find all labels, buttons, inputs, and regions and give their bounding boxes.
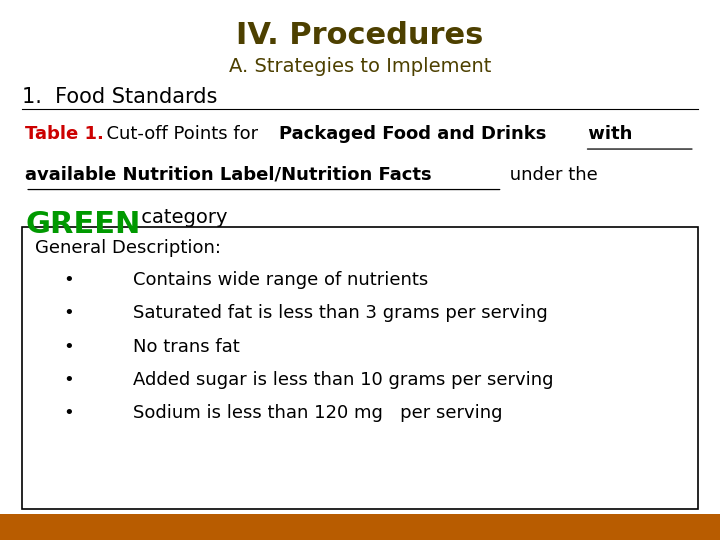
Text: under the: under the	[504, 166, 598, 184]
Text: Cut-off Points for: Cut-off Points for	[95, 125, 264, 143]
Text: No trans fat: No trans fat	[133, 338, 240, 355]
Text: General Description:: General Description:	[35, 239, 220, 257]
Text: •: •	[63, 271, 74, 288]
Text: Sodium is less than 120 mg   per serving: Sodium is less than 120 mg per serving	[133, 404, 503, 422]
Text: Added sugar is less than 10 grams per serving: Added sugar is less than 10 grams per se…	[133, 371, 554, 389]
Text: Packaged Food and Drinks: Packaged Food and Drinks	[279, 125, 546, 143]
Text: •: •	[63, 304, 74, 322]
Text: with: with	[582, 125, 632, 143]
Text: 1.  Food Standards: 1. Food Standards	[22, 87, 217, 107]
Text: A. Strategies to Implement: A. Strategies to Implement	[229, 57, 491, 76]
Text: GREEN: GREEN	[25, 210, 140, 239]
Text: available Nutrition Label/Nutrition Facts: available Nutrition Label/Nutrition Fact…	[25, 166, 432, 184]
Text: •: •	[63, 404, 74, 422]
Text: Table 1.: Table 1.	[25, 125, 104, 143]
FancyBboxPatch shape	[0, 514, 720, 540]
Text: category: category	[135, 208, 228, 227]
Text: •: •	[63, 371, 74, 389]
Text: IV. Procedures: IV. Procedures	[236, 21, 484, 50]
Text: Contains wide range of nutrients: Contains wide range of nutrients	[133, 271, 428, 288]
Text: Saturated fat is less than 3 grams per serving: Saturated fat is less than 3 grams per s…	[133, 304, 548, 322]
FancyBboxPatch shape	[22, 227, 698, 509]
Text: •: •	[63, 338, 74, 355]
